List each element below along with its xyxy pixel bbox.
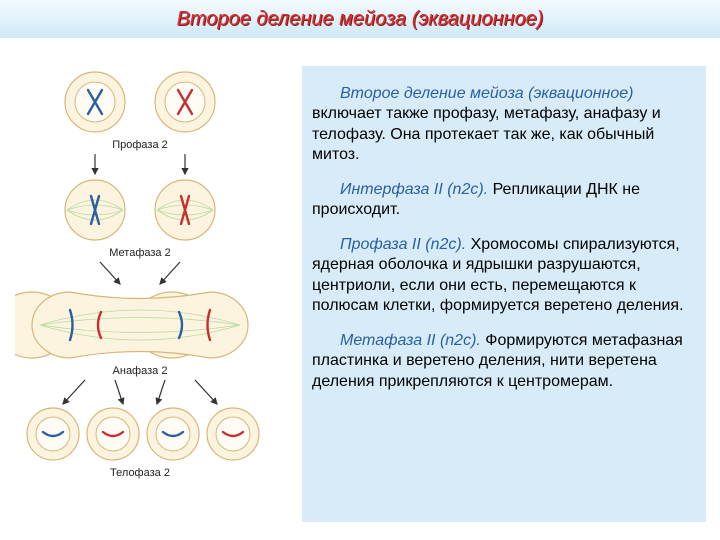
metaphase-label: Метафаза 2 [109,247,170,259]
p1-lead: Второе деление мейоза (эквационное) [340,85,633,102]
telophase-label: Телофаза 2 [110,467,170,479]
paragraph-4: Метафаза II (n2c). Формируются метафазна… [312,331,696,392]
paragraph-1: Второе деление мейоза (эквационное) вклю… [312,84,696,166]
text-column: Второе деление мейоза (эквационное) вклю… [290,38,720,540]
meiosis-diagram: Профаза 2 Метафаза 2 [15,62,275,522]
slide-title: Второе деление мейоза (эквационное) [177,8,544,31]
prophase-label: Профаза 2 [112,139,168,151]
p1-body: включает также профазу, метафазу, анафаз… [312,105,661,163]
prophase-cells [65,72,215,132]
paragraph-2: Интерфаза II (n2c). Репликации ДНК не пр… [312,180,696,221]
slide-header: Второе деление мейоза (эквационное) [0,0,720,38]
metaphase-cells [65,180,215,240]
text-box: Второе деление мейоза (эквационное) вклю… [302,66,706,522]
anaphase-cell [15,292,248,358]
telophase-cells [27,408,259,460]
p3-lead: Профаза II (n2c). [340,236,466,253]
p2-lead: Интерфаза II (n2c). [340,181,488,198]
anaphase-label: Анафаза 2 [113,365,168,377]
slide-content: Профаза 2 Метафаза 2 [0,38,720,540]
diagram-column: Профаза 2 Метафаза 2 [0,38,290,540]
paragraph-3: Профаза II (n2c). Хромосомы спирализуютс… [312,235,696,317]
p4-lead: Метафаза II (n2c). [340,332,481,349]
